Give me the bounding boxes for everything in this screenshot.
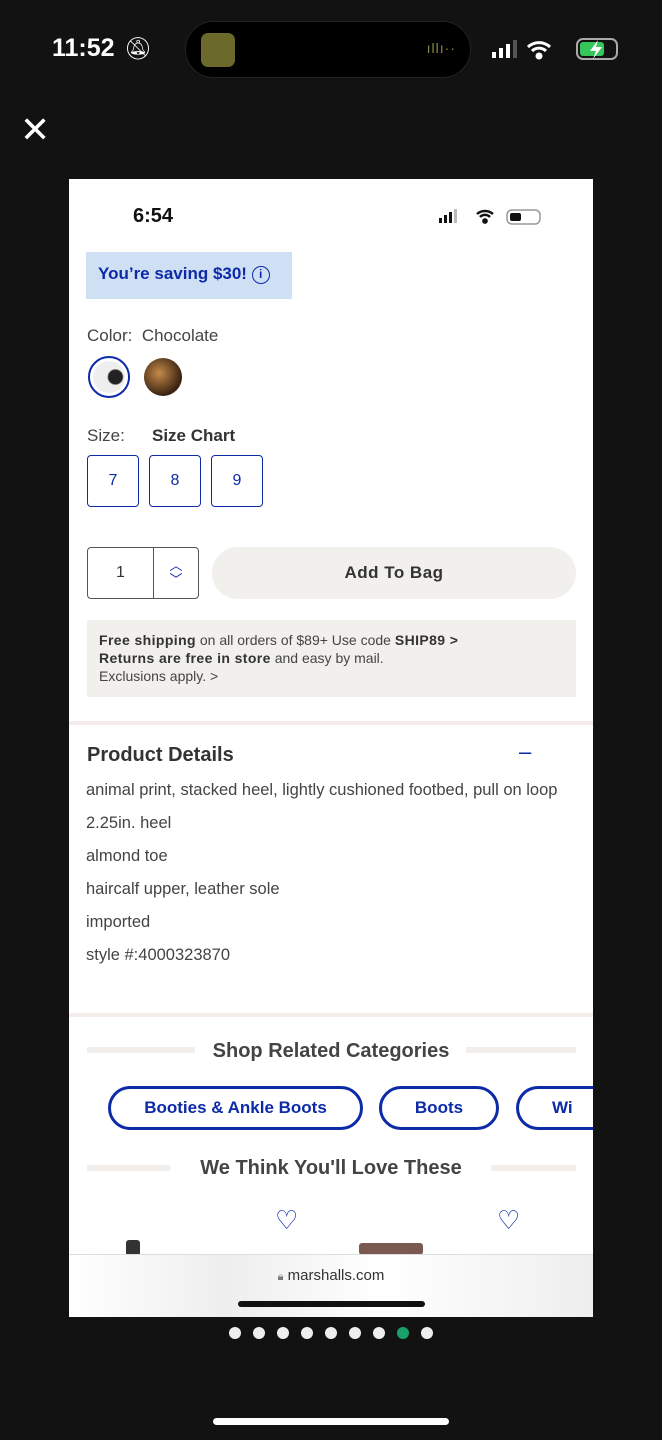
close-button[interactable]: ✕: [20, 109, 51, 150]
page-dot[interactable]: [253, 1327, 265, 1339]
color-swatch-cream[interactable]: [88, 356, 130, 398]
divider: [69, 721, 593, 725]
signal-icon: [492, 40, 517, 58]
wifi-icon: [476, 209, 494, 224]
category-pill-partial[interactable]: Wi: [516, 1086, 593, 1130]
savings-banner: You’re saving $30! i: [86, 252, 292, 299]
related-categories-title: Shop Related Categories: [212, 1040, 450, 1062]
recommendations-title: We Think You'll Love These: [200, 1157, 462, 1179]
divider: [69, 1013, 593, 1017]
outer-status-time: 11:52: [52, 34, 115, 62]
detail-item: almond toe: [86, 847, 168, 865]
color-value: Chocolate: [141, 326, 219, 345]
page-dot[interactable]: [373, 1327, 385, 1339]
detail-item: haircalf upper, leather sole: [86, 880, 280, 898]
section-rule: [466, 1047, 576, 1053]
quantity-stepper[interactable]: 1 ︿ ﹀: [87, 547, 199, 599]
color-swatch-chocolate[interactable]: [144, 358, 182, 396]
wishlist-heart-icon[interactable]: ♡: [497, 1205, 521, 1235]
chevron-up-icon[interactable]: ︿: [169, 558, 183, 573]
product-image[interactable]: [126, 1240, 140, 1256]
size-option-8[interactable]: 8: [149, 455, 201, 507]
inner-home-indicator: [238, 1301, 425, 1307]
battery-icon: [506, 209, 541, 225]
page-indicator[interactable]: [0, 1327, 662, 1339]
section-rule: [491, 1165, 576, 1171]
silent-bell-icon: 🔕︎: [124, 36, 152, 61]
browser-url-bar[interactable]: 🔒︎ marshalls.com: [69, 1254, 593, 1317]
waveform-icon: ıllı··: [426, 40, 456, 56]
ship-code-link[interactable]: SHIP89 >: [394, 632, 459, 648]
product-image[interactable]: [359, 1243, 423, 1255]
savings-text: You’re saving $30!: [98, 264, 247, 283]
outer-status-icons: [492, 38, 618, 60]
detail-item: style #:4000323870: [86, 946, 231, 964]
page-dot[interactable]: [301, 1327, 313, 1339]
page-dot-active[interactable]: [397, 1327, 409, 1339]
size-option-9[interactable]: 9: [211, 455, 263, 507]
detail-item: animal print, stacked heel, lightly cush…: [86, 781, 558, 799]
add-to-bag-button[interactable]: Add To Bag: [212, 547, 576, 599]
inner-status-time: 6:54: [133, 205, 174, 227]
page-dot[interactable]: [349, 1327, 361, 1339]
size-option-7[interactable]: 7: [87, 455, 139, 507]
product-details-list: animal print, stacked heel, lightly cush…: [86, 779, 576, 977]
category-pill-boots[interactable]: Boots: [379, 1086, 499, 1130]
section-rule: [87, 1165, 170, 1171]
dynamic-island[interactable]: ıllı··: [185, 21, 471, 78]
wifi-icon: [526, 41, 552, 60]
page-dot[interactable]: [325, 1327, 337, 1339]
detail-item: 2.25in. heel: [86, 814, 172, 832]
color-label: Color: Chocolate: [87, 326, 219, 345]
page-dot[interactable]: [229, 1327, 241, 1339]
lock-icon: 🔒︎: [277, 1271, 284, 1283]
size-chart-link[interactable]: Size Chart: [152, 426, 236, 445]
detail-item: imported: [86, 913, 151, 931]
shipping-info: Free shipping on all orders of $89+ Use …: [87, 620, 576, 697]
url-text: marshalls.com: [287, 1267, 385, 1284]
category-pill-booties[interactable]: Booties & Ankle Boots: [108, 1086, 363, 1130]
collapse-icon[interactable]: –: [519, 739, 532, 764]
quantity-value[interactable]: 1: [88, 548, 154, 598]
page-dot[interactable]: [421, 1327, 433, 1339]
album-art-icon: [201, 33, 235, 67]
wishlist-heart-icon[interactable]: ♡: [275, 1205, 299, 1235]
signal-icon: [439, 209, 457, 223]
product-details-title[interactable]: Product Details: [87, 744, 234, 766]
battery-charging-icon: [576, 38, 618, 60]
section-rule: [87, 1047, 195, 1053]
exclusions-link[interactable]: Exclusions apply. >: [99, 668, 219, 684]
screenshot-preview: 6:54 You’re saving $30! i Color: Chocola…: [69, 179, 593, 1317]
page-dot[interactable]: [277, 1327, 289, 1339]
home-indicator[interactable]: [213, 1418, 449, 1425]
size-label: Size:: [87, 426, 125, 445]
chevron-down-icon[interactable]: ﹀: [169, 572, 183, 587]
inner-status-icons: [439, 209, 541, 225]
info-icon[interactable]: i: [251, 266, 270, 284]
